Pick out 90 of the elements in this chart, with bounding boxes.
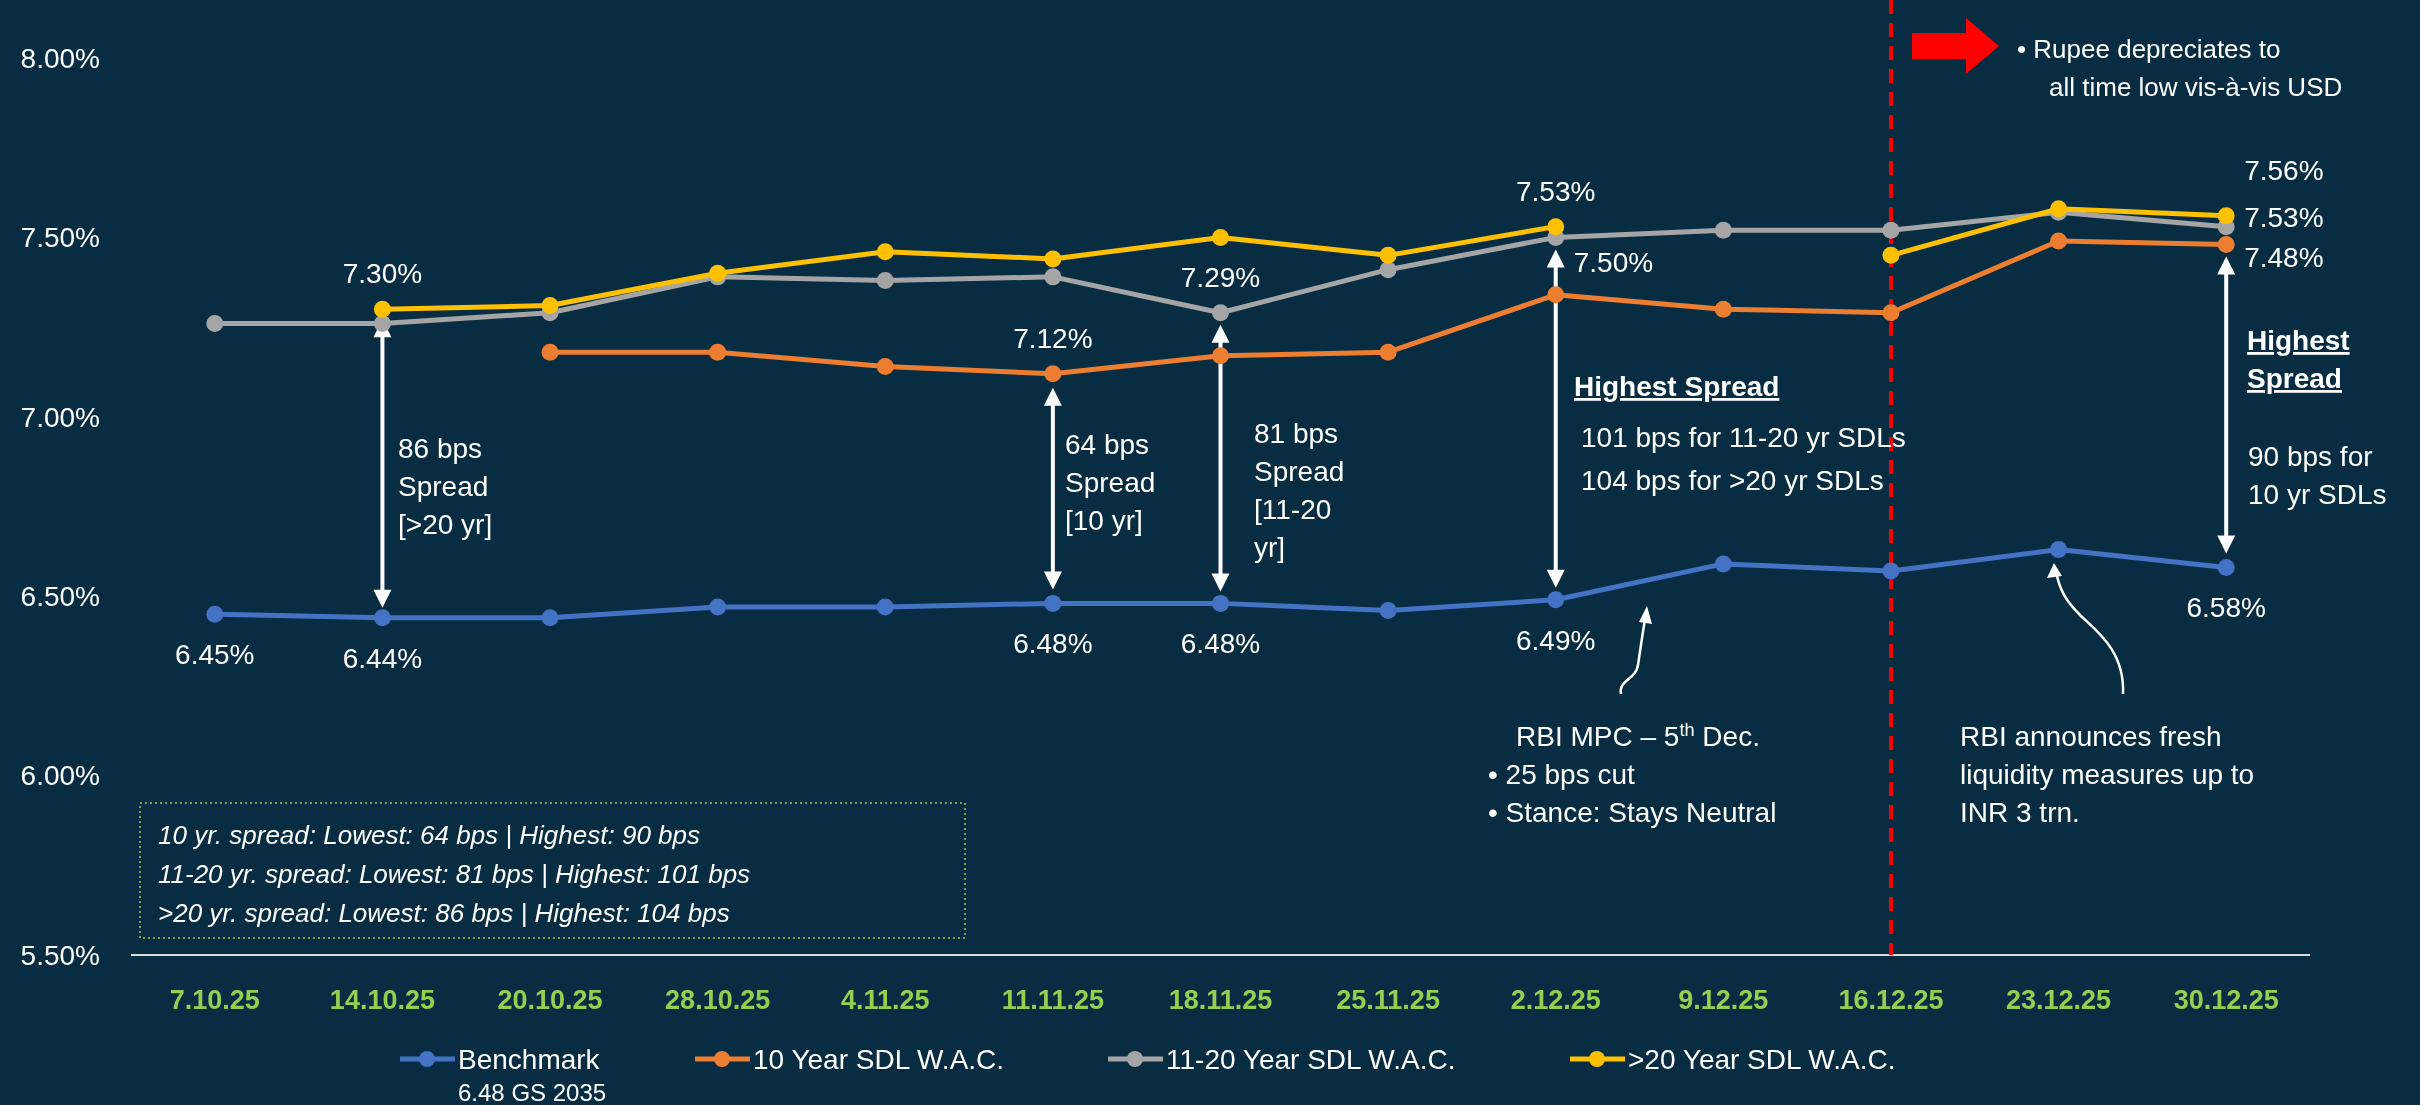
x-tick-label: 25.11.25 <box>1336 985 1440 1015</box>
y-tick-label: 5.50% <box>20 939 100 971</box>
data-label: 7.29% <box>1180 261 1261 293</box>
point <box>2050 541 2068 559</box>
point <box>1044 594 1062 612</box>
legend-label: 10 Year SDL W.A.C. <box>753 1044 1005 1075</box>
x-tick-label: 30.12.25 <box>2173 985 2279 1015</box>
point <box>1212 228 1229 246</box>
point <box>1714 221 1732 239</box>
legend-label: 11-20 Year SDL W.A.C. <box>1166 1044 1456 1075</box>
point <box>541 343 559 361</box>
point <box>1379 261 1397 279</box>
point <box>2217 207 2235 225</box>
x-tick-label: 14.10.25 <box>329 985 435 1015</box>
annotation: 64 bps Spread [10 yr] <box>1065 429 1156 536</box>
data-label: 7.48% <box>2244 241 2324 273</box>
point <box>709 598 727 616</box>
point <box>1547 591 1565 609</box>
y-tick-label: 7.50% <box>20 222 100 254</box>
point <box>2217 236 2235 254</box>
annotation: RBI announces fresh liquidity measures up to INR 3 trn. <box>1960 721 2255 828</box>
data-label: 7.53% <box>1516 175 1596 207</box>
data-label: 6.49% <box>1516 624 1596 656</box>
point <box>1044 365 1062 383</box>
x-tick-label: 28.10.25 <box>665 985 771 1015</box>
point <box>876 358 894 376</box>
data-label: 6.44% <box>342 642 423 674</box>
point <box>1714 300 1732 318</box>
annotation: • Rupee depreciates to all time low vis-à-vis USD <box>2017 34 2343 102</box>
data-label: 7.50% <box>1573 247 1654 279</box>
point <box>876 271 894 289</box>
point <box>1882 304 1900 322</box>
x-tick-label: 16.12.25 <box>1838 985 1944 1015</box>
data-label: 6.48% <box>1013 628 1093 660</box>
point <box>709 343 727 361</box>
point <box>373 300 391 318</box>
x-tick-label: 9.12.25 <box>1678 985 1769 1015</box>
point <box>1379 343 1397 361</box>
point <box>1882 562 1900 580</box>
x-tick-label: 4.11.25 <box>840 985 930 1015</box>
point <box>1714 555 1732 573</box>
data-label: 7.12% <box>1013 322 1093 354</box>
x-tick-label: 11.11.25 <box>1001 985 1104 1015</box>
x-tick-label: 20.10.25 <box>497 985 603 1015</box>
point <box>709 264 727 282</box>
point <box>1212 347 1229 365</box>
point <box>1379 602 1397 620</box>
point <box>2217 559 2235 576</box>
y-tick-label: 6.50% <box>20 581 100 612</box>
point <box>206 605 224 623</box>
annotation: 90 bps for 10 yr SDLs <box>2248 441 2387 510</box>
data-label: 7.53% <box>2244 201 2324 233</box>
point <box>876 598 894 616</box>
point <box>1379 246 1397 264</box>
data-label: 7.56% <box>2244 154 2324 186</box>
annotation: 10 yr. spread: Lowest: 64 bps | Highest: 90 bps 11-20 yr. spread: Lowest: 81 bps | Highest: 101 bps >20 yr. spread: Lowest: 86 bps | Highest: 104 bps <box>158 820 751 928</box>
annotation: 81 bps Spread [11-20 yr] <box>1254 418 1345 563</box>
point <box>1212 594 1229 612</box>
point <box>2050 232 2068 250</box>
data-label: 7.30% <box>342 258 423 290</box>
legend-label: Benchmark 6.48 GS 2035 <box>458 1044 607 1105</box>
annotation: 101 bps for 11-20 yr SDLs 104 bps for >20 yr SDLs <box>1581 422 1906 496</box>
point <box>541 609 559 627</box>
point <box>1882 221 1900 239</box>
point <box>373 609 391 627</box>
y-tick-label: 6.00% <box>20 760 100 792</box>
point <box>541 297 559 315</box>
x-tick-label: 7.10.25 <box>169 985 260 1015</box>
point <box>1044 268 1062 286</box>
data-label: 6.45% <box>175 639 255 671</box>
point <box>1547 286 1565 304</box>
annotation: Highest Spread <box>1574 371 1780 402</box>
point <box>876 243 894 261</box>
annotation: 86 bps Spread [>20 yr] <box>398 433 493 540</box>
point <box>1212 304 1229 322</box>
point <box>206 315 224 333</box>
data-label: 6.48% <box>1180 628 1261 660</box>
point <box>1882 246 1900 264</box>
point <box>373 315 391 333</box>
text: RBI MPC – 5$^{th}$ Dec. • 25 bps cut • Stance: Stays Neutral <box>1488 720 1777 828</box>
y-tick-label: 8.00% <box>20 42 100 74</box>
point <box>1044 250 1062 268</box>
y-tick-label: 7.00% <box>20 401 100 433</box>
legend-label: >20 Year SDL W.A.C. <box>1628 1044 1896 1075</box>
data-label: 6.58% <box>2186 592 2266 624</box>
annotation: Highest Spread <box>2247 325 2350 394</box>
x-tick-label: 18.11.25 <box>1168 985 1273 1015</box>
point <box>1547 218 1565 236</box>
x-tick-label: 2.12.25 <box>1510 985 1601 1015</box>
x-tick-label: 23.12.25 <box>2006 985 2112 1015</box>
